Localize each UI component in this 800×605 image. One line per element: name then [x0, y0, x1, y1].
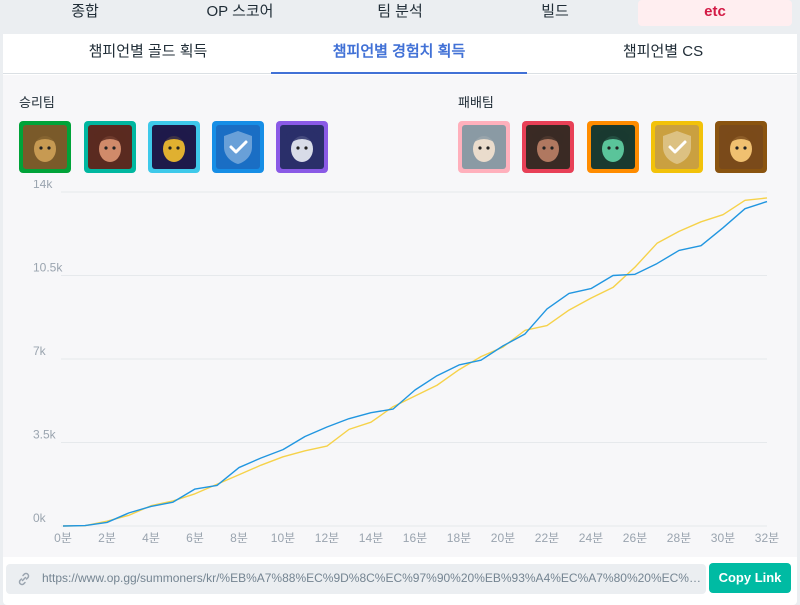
- placeholder-check-icon: [216, 125, 260, 169]
- win-team-exp-line: [62, 200, 768, 527]
- y-tick-label: 10.5k: [33, 261, 63, 275]
- x-tick-label: 18분: [447, 531, 471, 545]
- veigar-portrait-icon: [152, 125, 196, 169]
- exp-chart-svg: 0k 3.5k 7k 10.5k 14k 0분 2분 4분 6분 8분 10분 12분 14분 16분 18…: [33, 180, 779, 545]
- top-tab-bar: 종합 OP 스코어 팀 분석 빌드 etc: [0, 0, 800, 30]
- sub-tab-bar: 챔피언별 골드 획득 챔피언별 경험치 획득 챔피언별 CS: [3, 34, 797, 74]
- y-tick-label: 3.5k: [33, 428, 57, 442]
- lee-sin-portrait-icon: [88, 125, 132, 169]
- lose-team-label: 패배팀: [458, 95, 494, 110]
- tab-summary[interactable]: 종합: [71, 3, 99, 20]
- x-tick-label: 4분: [142, 531, 160, 545]
- tab-exp-by-champion[interactable]: 챔피언별 경험치 획득: [271, 34, 527, 74]
- y-tick-label: 7k: [33, 344, 47, 358]
- tab-cs-by-champion[interactable]: 챔피언별 CS: [622, 43, 704, 60]
- x-tick-label: 32분: [755, 531, 779, 545]
- riven-portrait-icon: [462, 125, 506, 169]
- x-tick-label: 22분: [535, 531, 559, 545]
- share-link-url[interactable]: https://www.op.gg/summoners/kr/%EB%A7%88…: [42, 571, 702, 585]
- tab-team-analysis[interactable]: 팀 분석: [377, 3, 423, 20]
- placeholder-check-icon: [655, 125, 699, 169]
- riven-portrait-icon: [280, 125, 324, 169]
- lose-team-champion-1[interactable]: [458, 121, 510, 173]
- lose-team-exp-line: [62, 197, 768, 527]
- exp-line-chart: 0k 3.5k 7k 10.5k 14k 0분 2분 4분 6분 8분 10분 12분 14분 16분 18…: [0, 180, 800, 550]
- tab-etc[interactable]: etc: [638, 0, 792, 26]
- y-tick-label: 14k: [33, 180, 53, 191]
- x-tick-label: 8분: [230, 531, 248, 545]
- tab-op-score[interactable]: OP 스코어: [206, 3, 274, 20]
- akali-portrait-icon: [591, 125, 635, 169]
- x-tick-label: 14분: [359, 531, 383, 545]
- link-icon: [18, 572, 30, 586]
- win-team-label: 승리팀: [19, 95, 55, 110]
- tab-build[interactable]: 빌드: [541, 3, 569, 20]
- leona-portrait-icon: [719, 125, 763, 169]
- win-team-champion-1[interactable]: [19, 121, 71, 173]
- y-tick-label: 0k: [33, 511, 47, 525]
- copy-link-button[interactable]: Copy Link: [709, 563, 791, 593]
- lose-team-champion-3[interactable]: [587, 121, 639, 173]
- x-tick-label: 20분: [491, 531, 515, 545]
- x-tick-label: 0분: [54, 531, 72, 545]
- x-tick-label: 10분: [271, 531, 295, 545]
- lose-team-champion-4[interactable]: [651, 121, 703, 173]
- x-tick-label: 16분: [403, 531, 427, 545]
- x-tick-label: 2분: [98, 531, 116, 545]
- win-team-champion-5[interactable]: [276, 121, 328, 173]
- x-tick-label: 30분: [711, 531, 735, 545]
- win-team-champion-4[interactable]: [212, 121, 264, 173]
- share-link-bar: https://www.op.gg/summoners/kr/%EB%A7%88…: [6, 564, 706, 594]
- tab-gold-by-champion[interactable]: 챔피언별 골드 획득: [88, 43, 208, 60]
- darius-portrait-icon: [526, 125, 570, 169]
- x-tick-label: 24분: [579, 531, 603, 545]
- teemo-portrait-icon: [23, 125, 67, 169]
- x-tick-label: 12분: [315, 531, 339, 545]
- x-tick-label: 28분: [667, 531, 691, 545]
- win-team-champion-3[interactable]: [148, 121, 200, 173]
- x-tick-label: 26분: [623, 531, 647, 545]
- lose-team-champion-5[interactable]: [715, 121, 767, 173]
- x-tick-label: 6분: [186, 531, 204, 545]
- win-team-champion-2[interactable]: [84, 121, 136, 173]
- lose-team-champion-2[interactable]: [522, 121, 574, 173]
